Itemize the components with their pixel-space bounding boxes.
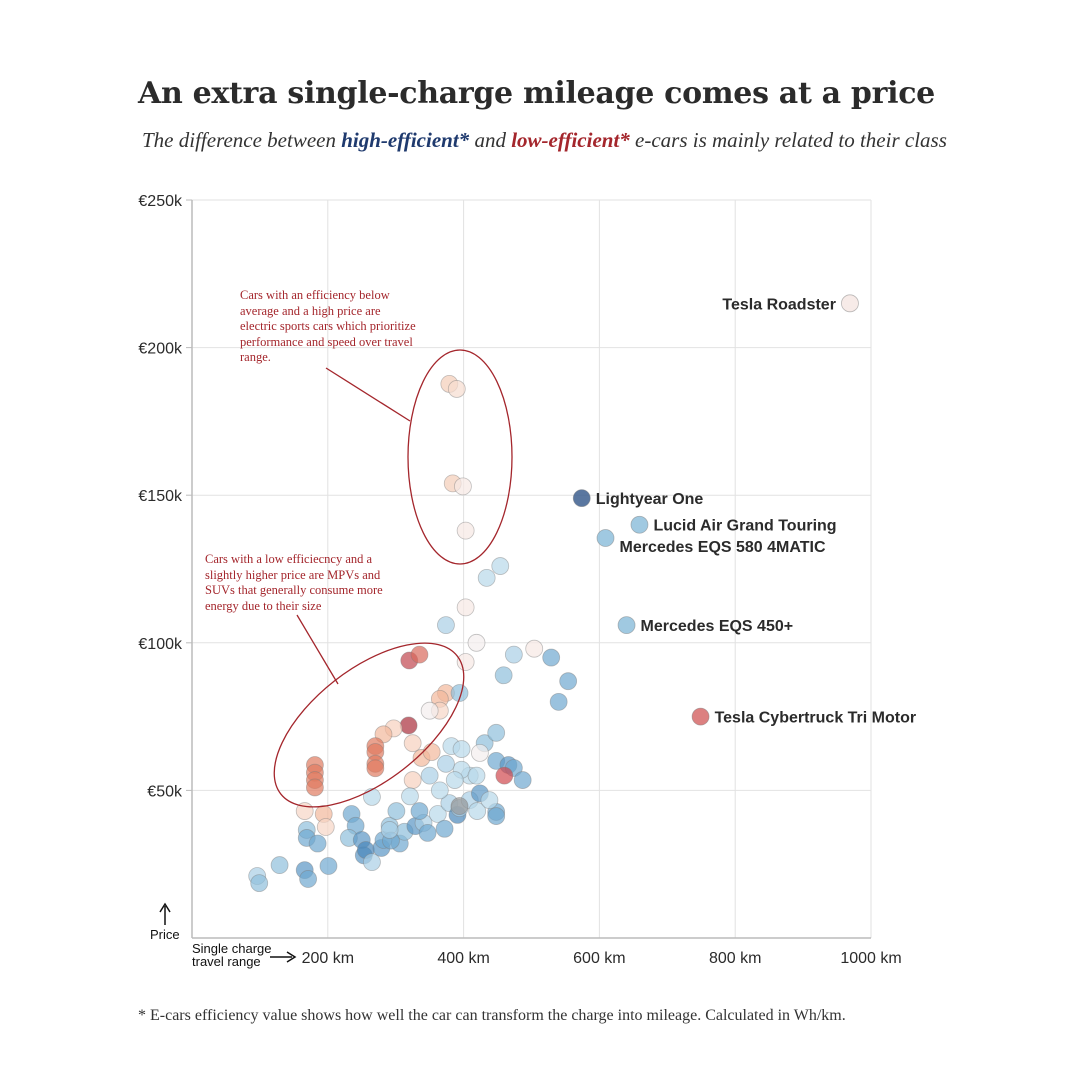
data-point	[316, 818, 335, 836]
data-point	[428, 805, 447, 823]
data-point	[363, 787, 381, 806]
y-tick-label: €200k	[138, 341, 183, 358]
data-point	[403, 734, 422, 753]
chart-title: An extra single-charge mileage comes at …	[138, 76, 935, 111]
point-label: Tesla Roadster	[722, 296, 836, 313]
data-point	[513, 771, 532, 789]
data-point	[399, 716, 418, 735]
data-point-labeled	[841, 294, 859, 313]
data-point-labeled	[691, 707, 710, 726]
data-point	[450, 684, 469, 702]
point-label: Tesla Cybertruck Tri Motor	[715, 710, 917, 727]
data-point	[410, 645, 429, 664]
subtitle-text: and	[469, 128, 512, 152]
data-point	[487, 807, 506, 825]
annotation-leader-line	[296, 614, 339, 685]
data-point	[491, 557, 510, 575]
data-point	[305, 778, 324, 797]
point-label: Mercedes EQS 450+	[641, 618, 794, 635]
data-point	[420, 701, 439, 720]
y-tick-label: €50k	[147, 783, 183, 800]
data-point	[452, 740, 471, 758]
annotation-ellipse-suv	[273, 642, 465, 808]
footnote: * E-cars efficiency value shows how well…	[138, 1007, 846, 1024]
data-point	[299, 870, 318, 888]
data-point	[504, 645, 523, 664]
x-tick-label: 1000 km	[840, 950, 901, 967]
y-tick-label: €100k	[138, 636, 183, 653]
x-axis-label: Single charge travel range	[192, 941, 272, 969]
data-point	[525, 639, 544, 658]
data-point	[467, 633, 486, 652]
data-point	[380, 821, 399, 839]
annotation-ellipse-sports	[407, 349, 513, 565]
data-point	[418, 824, 437, 842]
point-label: Lucid Air Grand Touring	[653, 518, 836, 535]
data-point	[366, 759, 385, 778]
data-point	[319, 857, 338, 875]
data-point	[456, 598, 475, 617]
data-point	[450, 797, 469, 815]
x-tick-label: 200 km	[302, 950, 354, 967]
data-point	[454, 477, 472, 496]
data-point	[456, 653, 475, 671]
data-point	[435, 819, 454, 838]
data-point	[403, 771, 422, 789]
data-point	[410, 802, 429, 820]
data-point	[487, 723, 506, 742]
data-point-labeled	[617, 616, 636, 634]
x-tick-label: 800 km	[709, 950, 761, 967]
subtitle-text: e-cars is mainly related to their class	[629, 128, 947, 152]
y-tick-label: €150k	[138, 488, 183, 505]
annotation-leader-line	[325, 367, 411, 422]
data-point	[374, 725, 393, 744]
data-point	[494, 666, 513, 685]
data-point	[308, 834, 327, 853]
data-point	[477, 568, 496, 587]
data-point	[420, 766, 439, 785]
data-point	[468, 802, 487, 820]
data-point	[549, 692, 568, 711]
data-point-labeled	[630, 515, 649, 534]
x-axis-arrow-head	[286, 951, 297, 963]
subtitle-text: The difference between	[142, 128, 342, 152]
x-tick-label: 600 km	[573, 950, 625, 967]
data-point	[542, 648, 561, 667]
data-point	[250, 874, 269, 892]
chart-subtitle: The difference between high-efficient* a…	[142, 128, 947, 153]
annotation-sports-cars: Cars with an efficiency below average an…	[240, 288, 416, 364]
point-label: Lightyear One	[596, 491, 704, 508]
data-point	[270, 856, 289, 874]
data-point	[480, 791, 499, 810]
data-point	[559, 672, 578, 691]
annotation-mpv-suv: Cars with a low efficiecncy and a slight…	[205, 552, 383, 613]
data-point	[387, 802, 406, 820]
data-point	[456, 521, 475, 540]
y-axis-label: Price	[150, 927, 180, 942]
data-point	[470, 744, 489, 762]
x-tick-label: 400 km	[437, 950, 489, 967]
data-point	[437, 616, 455, 634]
subtitle-low-efficient: low-efficient*	[511, 128, 630, 152]
data-point	[422, 743, 441, 761]
data-point	[430, 781, 449, 800]
data-point	[437, 754, 455, 773]
data-point	[363, 853, 381, 872]
data-point	[445, 771, 464, 789]
data-point	[495, 766, 514, 785]
data-point	[467, 766, 486, 785]
y-tick-label: €250k	[138, 193, 183, 210]
data-point	[401, 787, 419, 806]
data-point	[447, 380, 466, 398]
subtitle-high-efficient: high-efficient*	[341, 128, 470, 152]
data-point-labeled	[572, 489, 591, 508]
point-label: Mercedes EQS 580 4MATIC	[620, 539, 826, 556]
y-axis-arrow-head	[159, 902, 171, 913]
data-point-labeled	[596, 529, 615, 547]
